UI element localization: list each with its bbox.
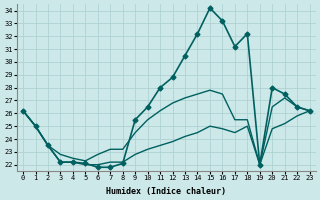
X-axis label: Humidex (Indice chaleur): Humidex (Indice chaleur) xyxy=(106,187,226,196)
